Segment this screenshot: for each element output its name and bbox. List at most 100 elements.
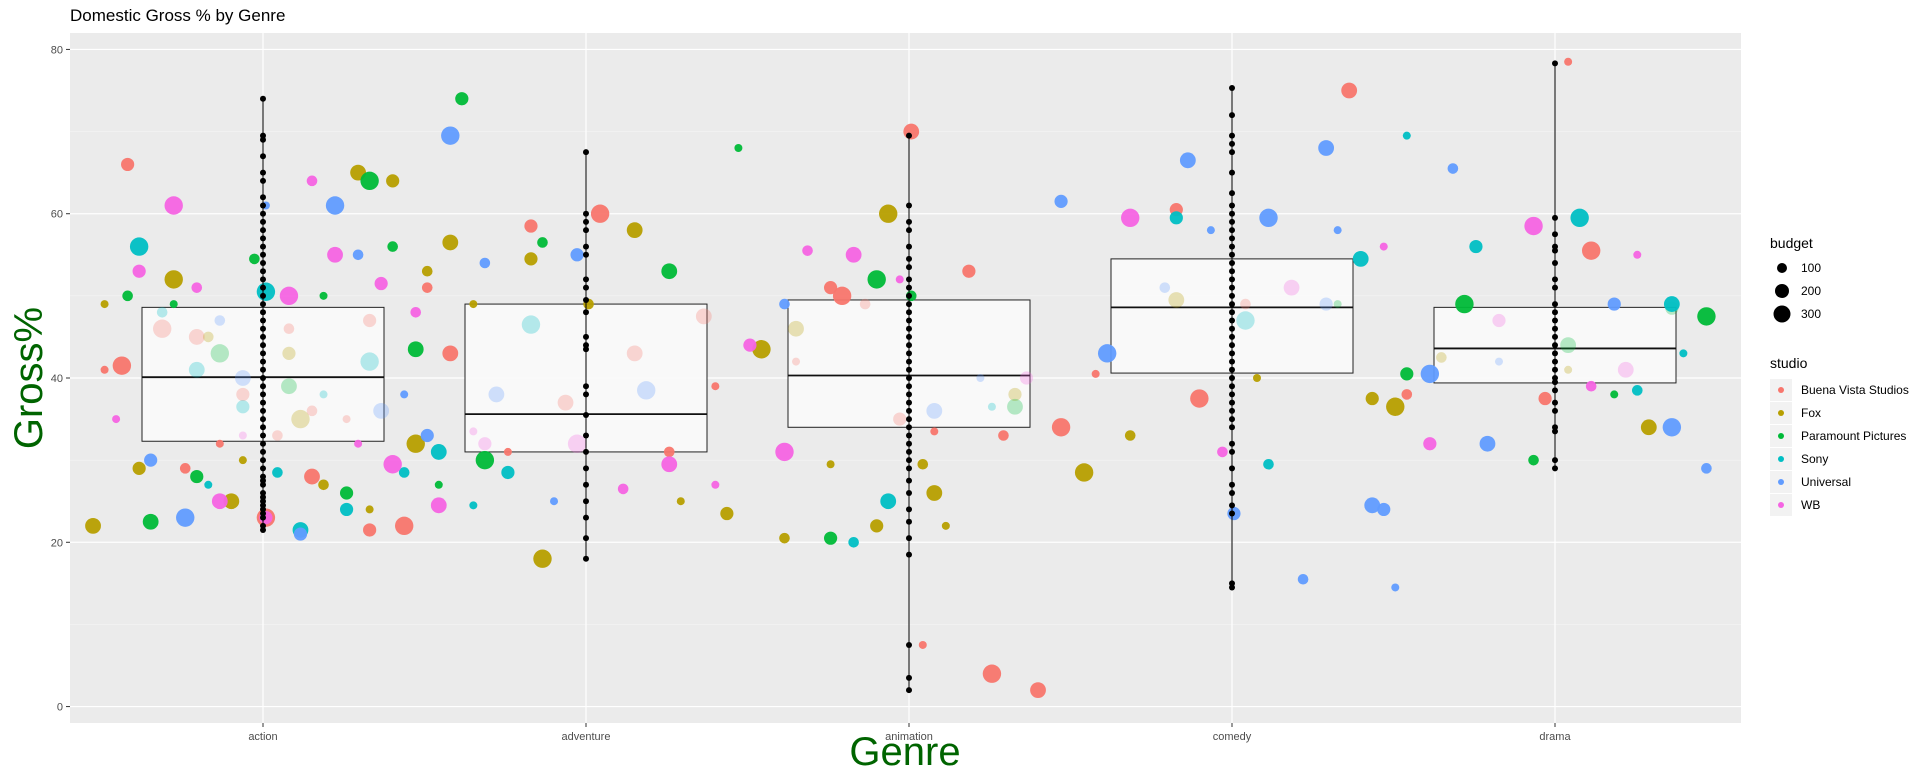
strip-point-adventure [583, 555, 589, 562]
point-buena-vista-studios [304, 468, 320, 485]
legend-color-key [1778, 502, 1784, 508]
strip-point-animation [906, 399, 912, 406]
point-buena-vista-studios [1401, 389, 1413, 400]
legend-title-budget: budget [1770, 235, 1813, 251]
point-fox [720, 506, 734, 521]
point-sony [188, 361, 205, 378]
point-sony [1263, 458, 1274, 470]
point-universal [293, 527, 308, 541]
strip-point-adventure [583, 284, 589, 291]
point-paramount-pictures [387, 241, 398, 252]
point-fox [779, 532, 790, 544]
strip-point-adventure [583, 149, 589, 156]
strip-point-adventure [583, 535, 589, 542]
strip-point-drama [1552, 342, 1558, 349]
point-wb [1379, 242, 1388, 251]
point-universal [1364, 497, 1381, 514]
point-wb [1633, 250, 1642, 259]
strip-point-drama [1552, 350, 1558, 357]
point-paramount-pictures [1455, 294, 1474, 314]
strip-point-comedy [1229, 366, 1235, 373]
y-tick-label: 60 [51, 209, 63, 221]
point-paramount-pictures [1528, 454, 1539, 466]
point-paramount-pictures [1610, 390, 1619, 399]
point-universal [1318, 140, 1335, 156]
point-fox [870, 519, 884, 533]
strip-point-action [260, 227, 266, 234]
point-sony [156, 306, 168, 318]
point-sony [1631, 385, 1643, 396]
strip-point-animation [906, 641, 912, 648]
point-sony [430, 444, 447, 460]
point-buena-vista-studios [395, 516, 414, 536]
point-fox [223, 493, 240, 510]
strip-point-action [260, 502, 266, 509]
point-sony [339, 502, 354, 517]
strip-point-action [260, 260, 266, 266]
strip-point-adventure [583, 391, 589, 398]
strip-point-comedy [1229, 440, 1235, 447]
strip-point-animation [906, 457, 912, 464]
point-fox [202, 331, 214, 343]
point-sony [129, 237, 149, 256]
point-buena-vista-studios [306, 405, 318, 417]
strip-point-action [260, 477, 266, 484]
strip-point-animation [906, 132, 912, 139]
point-universal [926, 402, 943, 419]
strip-point-drama [1552, 399, 1558, 406]
point-wb [711, 480, 720, 489]
point-fox [524, 252, 538, 266]
point-wb [1283, 279, 1300, 296]
point-wb [895, 275, 904, 284]
strip-point-animation [906, 227, 912, 234]
point-buena-vista-studios [1538, 391, 1552, 406]
point-wb [1217, 446, 1228, 458]
strip-point-adventure [583, 411, 589, 418]
strip-point-drama [1552, 465, 1558, 472]
point-buena-vista-studios [918, 640, 927, 649]
strip-point-comedy [1229, 251, 1235, 258]
strip-point-action [260, 407, 266, 414]
strip-point-animation [906, 477, 912, 484]
point-buena-vista-studios [442, 345, 459, 362]
legend-size-label: 300 [1801, 307, 1821, 321]
point-fox [752, 340, 771, 359]
strip-point-drama [1552, 358, 1558, 365]
legend-size-key [1777, 263, 1787, 273]
strip-point-action [260, 391, 266, 398]
legend-color-key [1778, 479, 1784, 485]
strip-point-adventure [583, 333, 589, 340]
strip-point-comedy [1229, 391, 1235, 398]
legend-size-label: 200 [1801, 284, 1821, 298]
strip-point-animation [906, 292, 912, 299]
point-universal [441, 126, 460, 145]
strip-point-adventure [583, 481, 589, 488]
strip-point-comedy [1229, 358, 1235, 365]
strip-point-drama [1552, 214, 1558, 221]
point-wb [211, 493, 228, 510]
strip-point-comedy [1229, 284, 1235, 291]
strip-point-adventure [583, 251, 589, 258]
point-wb [1617, 361, 1634, 378]
point-paramount-pictures [142, 513, 159, 530]
point-wb [306, 175, 318, 187]
point-universal [550, 497, 559, 506]
strip-point-action [260, 416, 266, 423]
point-buena-vista-studios [893, 412, 907, 426]
point-buena-vista-studios [1581, 241, 1601, 260]
point-wb [1524, 216, 1543, 236]
strip-point-animation [906, 342, 912, 349]
strip-point-action [260, 317, 266, 324]
legend-color-key [1778, 433, 1784, 439]
x-axis: action adventure animation comedy drama [248, 723, 1571, 743]
strip-point-comedy [1229, 350, 1235, 357]
point-wb [164, 196, 183, 215]
point-fox [1252, 374, 1261, 382]
strip-point-animation [906, 218, 912, 225]
strip-point-drama [1552, 457, 1558, 464]
point-wb [1492, 313, 1506, 328]
point-wb [374, 276, 388, 291]
point-wb [279, 286, 299, 306]
strip-point-action [260, 251, 266, 258]
strip-point-comedy [1229, 502, 1235, 509]
